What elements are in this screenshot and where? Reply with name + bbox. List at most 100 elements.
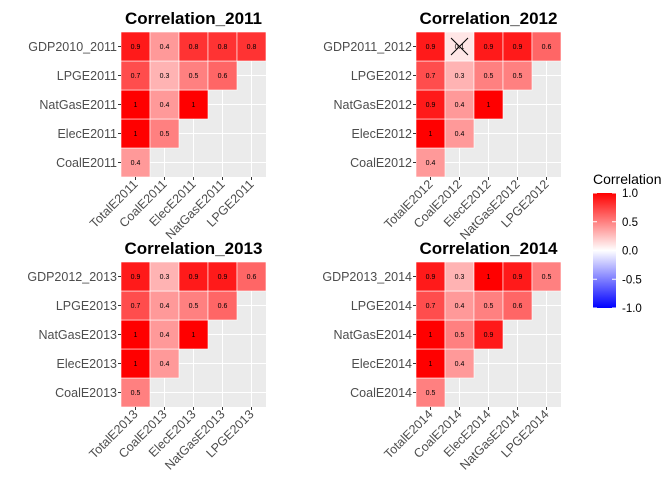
cell-value-label: 0.5 bbox=[484, 73, 494, 80]
heatmap-cell bbox=[120, 319, 151, 350]
cell-value-label: 0.1 bbox=[455, 44, 465, 51]
heatmap-cell bbox=[178, 31, 209, 62]
y-tick-label: LPGE2014 bbox=[351, 299, 412, 313]
cell-value-label: 0.3 bbox=[160, 274, 170, 281]
cell-value-label: 0.7 bbox=[426, 303, 436, 310]
heatmap-cell bbox=[415, 60, 446, 91]
cell-value-label: 0.5 bbox=[455, 332, 465, 339]
legend-colorbar bbox=[593, 193, 616, 308]
cell-value-label: 0.5 bbox=[426, 390, 436, 397]
y-tick-label: NatGasE2011 bbox=[39, 98, 117, 112]
cell-value-label: 0.5 bbox=[542, 274, 552, 281]
y-tick-label: ElecE2012 bbox=[352, 127, 413, 141]
legend-tick-label: -0.5 bbox=[622, 274, 642, 286]
cell-value-label: 1 bbox=[134, 102, 138, 109]
cell-value-label: 0.4 bbox=[160, 303, 170, 310]
heatmap-cell bbox=[120, 89, 151, 120]
cell-value-label: 0.9 bbox=[426, 274, 436, 281]
cell-value-label: 0.6 bbox=[218, 73, 228, 80]
heatmap-cell bbox=[444, 89, 475, 120]
legend-tick-label: 0.0 bbox=[622, 246, 638, 258]
cell-value-label: 0.4 bbox=[455, 361, 465, 368]
cell-value-label: 0.4 bbox=[455, 303, 465, 310]
legend-ticks: 1.0 0.5 0.0 -0.5 -1.0 bbox=[593, 188, 642, 315]
cell-value-label: 0.4 bbox=[131, 160, 141, 167]
heatmap-cell bbox=[207, 60, 238, 91]
heatmap-cell bbox=[149, 89, 180, 120]
cell-value-label: 0.9 bbox=[513, 274, 523, 281]
heatmap-cell bbox=[502, 60, 533, 91]
heatmap-cell bbox=[178, 60, 209, 91]
cell-value-label: 0.5 bbox=[189, 303, 199, 310]
heatmap-cell bbox=[502, 290, 533, 321]
heatmap-cell bbox=[473, 261, 504, 292]
cell-value-label: 0.9 bbox=[131, 274, 141, 281]
chart-title: Correlation_2013 bbox=[125, 239, 263, 258]
cell-value-label: 0.5 bbox=[513, 73, 523, 80]
heatmap-cell bbox=[502, 261, 533, 292]
chart-title: Correlation_2011 bbox=[125, 9, 262, 28]
cell-value-label: 0.3 bbox=[160, 73, 170, 80]
cell-value-label: 1 bbox=[192, 332, 196, 339]
heatmap-cell bbox=[207, 290, 238, 321]
chart-title: Correlation_2014 bbox=[420, 239, 558, 258]
cell-value-label: 1 bbox=[192, 102, 196, 109]
cell-value-label: 0.5 bbox=[160, 131, 170, 138]
cell-value-label: 1 bbox=[429, 361, 433, 368]
cell-value-label: 1 bbox=[134, 361, 138, 368]
cell-value-label: 0.5 bbox=[131, 390, 141, 397]
heatmap-cell bbox=[444, 319, 475, 350]
y-tick-label: ElecE2011 bbox=[57, 127, 117, 141]
y-tick-label: GDP2010_2011 bbox=[28, 40, 117, 54]
heatmap-cell bbox=[415, 377, 446, 408]
heatmap-cell bbox=[120, 348, 151, 379]
heatmap-cell bbox=[236, 31, 267, 62]
y-tick-label: GDP2011_2012 bbox=[323, 40, 412, 54]
legend-tick-label: 0.5 bbox=[622, 217, 638, 229]
cell-value-label: 0.4 bbox=[160, 44, 170, 51]
heatmap-cell bbox=[149, 261, 180, 292]
heatmap-cell bbox=[531, 31, 562, 62]
heatmap-cell bbox=[178, 89, 209, 120]
cell-value-label: 0.7 bbox=[131, 73, 141, 80]
cell-value-label: 0.8 bbox=[218, 44, 228, 51]
heatmap-cell bbox=[207, 261, 238, 292]
heatmap-cell bbox=[502, 31, 533, 62]
cell-value-label: 0.8 bbox=[247, 44, 257, 51]
cell-value-label: 0.4 bbox=[455, 131, 465, 138]
heatmap-cell bbox=[207, 31, 238, 62]
heatmap-panel: Correlation_2012 0.4 1 0.4 0.9 0.4 1 0.7 0.3 0.5 0… bbox=[323, 9, 562, 243]
cell-value-label: 0.8 bbox=[189, 44, 199, 51]
y-tick-label: ElecE2013 bbox=[57, 357, 118, 371]
cell-value-label: 1 bbox=[134, 332, 138, 339]
heatmap-cell bbox=[444, 348, 475, 379]
cell-value-label: 0.4 bbox=[160, 332, 170, 339]
heatmap-cell bbox=[149, 118, 180, 149]
cell-value-label: 0.4 bbox=[160, 102, 170, 109]
heatmap-cell bbox=[473, 290, 504, 321]
cell-value-label: 0.6 bbox=[542, 44, 552, 51]
heatmap-cell bbox=[444, 261, 475, 292]
y-tick-label: NatGasE2012 bbox=[333, 98, 412, 112]
cell-value-label: 1 bbox=[487, 274, 491, 281]
cell-value-label: 0.9 bbox=[426, 44, 436, 51]
y-tick-label: LPGE2011 bbox=[57, 69, 117, 83]
y-tick-label: GDP2012_2013 bbox=[27, 270, 117, 284]
cell-value-label: 0.9 bbox=[484, 332, 494, 339]
y-tick-label: CoalE2011 bbox=[56, 156, 117, 170]
heatmap-cell bbox=[415, 319, 446, 350]
insignificant-cross-mark bbox=[450, 37, 469, 56]
heatmap-panels: Correlation_2011 0.4 1 0.5 1 0.4 1 0.7 0.3 0.5 0.6… bbox=[27, 9, 562, 473]
legend-title: Correlation bbox=[593, 171, 661, 187]
y-tick-label: CoalE2014 bbox=[350, 386, 412, 400]
y-tick-label: GDP2013_2014 bbox=[322, 270, 412, 284]
cell-value-label: 0.9 bbox=[513, 44, 523, 51]
cell-value-label: 0.4 bbox=[426, 160, 436, 167]
heatmap-panel: Correlation_2013 0.5 1 0.4 1 0.4 1 0.7 0.4 0.5 0.6… bbox=[27, 239, 267, 473]
y-tick-label: LPGE2012 bbox=[351, 69, 412, 83]
cell-value-label: 0.9 bbox=[484, 44, 494, 51]
heatmap-cell bbox=[473, 31, 504, 62]
heatmap-cell bbox=[149, 290, 180, 321]
heatmap-cell bbox=[120, 60, 151, 91]
cell-value-label: 0.6 bbox=[247, 274, 257, 281]
